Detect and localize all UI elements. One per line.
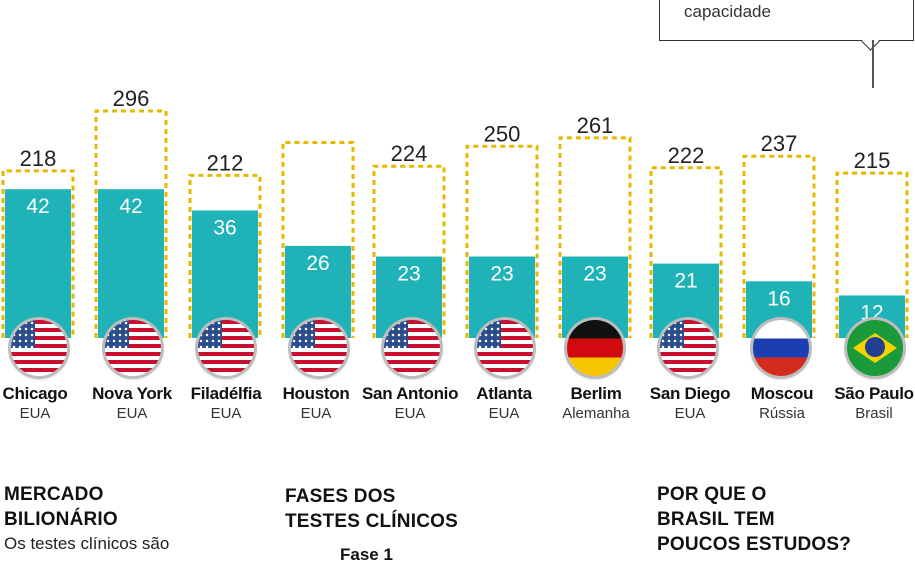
flag-usa-icon xyxy=(477,320,533,376)
city-label-nova-york: Nova York EUA xyxy=(84,384,180,422)
section-title-line: FASES DOS xyxy=(285,486,396,507)
callout-tail xyxy=(872,40,874,88)
city-label-atlanta: Atlanta EUA xyxy=(456,384,552,422)
study-label: 12 xyxy=(860,301,883,324)
city-name: Chicago xyxy=(2,384,68,403)
section-title-brasil: POR QUE O BRASIL TEM POUCOS ESTUDOS? xyxy=(657,482,851,557)
capacity-outline xyxy=(372,164,446,338)
city-name: Moscou xyxy=(750,384,814,403)
section-title-line: BILIONÁRIO xyxy=(4,509,118,530)
section-title-fases: FASES DOS TESTES CLÍNICOS xyxy=(285,484,458,534)
capacity-label: 250 xyxy=(484,121,521,146)
country-name: Alemanha xyxy=(562,405,630,422)
country-name: EUA xyxy=(210,405,242,422)
study-label: 23 xyxy=(490,263,513,286)
capacity-label: 237 xyxy=(761,131,798,156)
country-name: EUA xyxy=(300,405,332,422)
city-name: Houston xyxy=(282,384,350,403)
capacity-outline xyxy=(835,171,909,338)
capacity-outline xyxy=(1,169,75,338)
capacity-outline xyxy=(649,166,723,338)
flag-usa-icon xyxy=(660,320,716,376)
section-title-line: POR QUE O xyxy=(657,484,767,505)
city-label-san-antonio: San Antonio EUA xyxy=(362,384,458,422)
country-name: Brasil xyxy=(855,405,893,422)
section-title-mercado: MERCADO BILIONÁRIO xyxy=(4,482,118,532)
section-title-line: TESTES CLÍNICOS xyxy=(285,511,458,532)
city-name: Berlim xyxy=(570,384,622,403)
country-name: EUA xyxy=(488,405,520,422)
study-label: 21 xyxy=(674,270,697,293)
legend-callout-text: capacidade xyxy=(684,2,771,21)
capacity-outline xyxy=(281,140,355,338)
city-label-sao-paulo: São Paulo Brasil xyxy=(826,384,915,422)
study-bar xyxy=(98,189,164,338)
country-name: EUA xyxy=(116,405,148,422)
capacity-label: 224 xyxy=(391,141,428,166)
city-label-san-diego: San Diego EUA xyxy=(642,384,738,422)
country-name: EUA xyxy=(674,405,706,422)
capacity-outline xyxy=(558,136,632,338)
capacity-label: 296 xyxy=(113,86,150,111)
study-label: 23 xyxy=(397,263,420,286)
city-name: San Antonio xyxy=(362,384,459,403)
study-label: 42 xyxy=(119,195,142,218)
section-title-line: POUCOS ESTUDOS? xyxy=(657,534,852,555)
city-label-berlim: Berlim Alemanha xyxy=(548,384,644,422)
flag-usa-icon xyxy=(198,320,254,376)
flag-russia-icon xyxy=(753,320,809,376)
country-name: EUA xyxy=(394,405,426,422)
capacity-label: 261 xyxy=(577,113,614,138)
study-bar xyxy=(5,189,71,338)
study-label: 42 xyxy=(26,195,49,218)
phase-label: Fase 1 xyxy=(340,545,393,564)
capacity-outline xyxy=(94,109,168,338)
country-name: EUA xyxy=(19,405,51,422)
city-name: São Paulo xyxy=(834,384,914,403)
capacity-label: 212 xyxy=(207,150,244,175)
city-name: Filadélfia xyxy=(190,384,262,403)
city-name: Nova York xyxy=(92,384,172,403)
study-bar xyxy=(192,210,258,338)
city-label-chicago: Chicago EUA xyxy=(0,384,83,422)
capacity-label: 218 xyxy=(20,146,57,171)
flag-brazil-icon xyxy=(847,320,903,376)
capacity-outline xyxy=(188,173,262,338)
capacity-label: 215 xyxy=(854,148,891,173)
city-name: Atlanta xyxy=(476,384,532,403)
city-label-moscou: Moscou Rússia xyxy=(734,384,830,422)
city-label-houston: Houston EUA xyxy=(268,384,364,422)
capacity-outline xyxy=(742,154,816,338)
flag-usa-icon xyxy=(384,320,440,376)
flag-usa-icon xyxy=(11,320,67,376)
section-body-mercado: Os testes clínicos são xyxy=(4,534,170,553)
flag-germany-icon xyxy=(567,320,623,376)
study-label: 36 xyxy=(213,216,236,239)
study-label: 23 xyxy=(583,263,606,286)
study-label: 26 xyxy=(306,252,329,275)
legend-callout: capacidade xyxy=(659,0,914,41)
city-label-filadelfia: Filadélfia EUA xyxy=(178,384,274,422)
country-name: Rússia xyxy=(759,405,805,422)
city-name: San Diego xyxy=(649,384,731,403)
section-title-line: MERCADO xyxy=(4,484,104,505)
flag-usa-icon xyxy=(105,320,161,376)
flag-usa-icon xyxy=(291,320,347,376)
section-title-line: BRASIL TEM xyxy=(657,509,775,530)
capacity-label: 222 xyxy=(668,143,705,168)
capacity-outline xyxy=(465,144,539,338)
study-label: 16 xyxy=(767,287,790,310)
